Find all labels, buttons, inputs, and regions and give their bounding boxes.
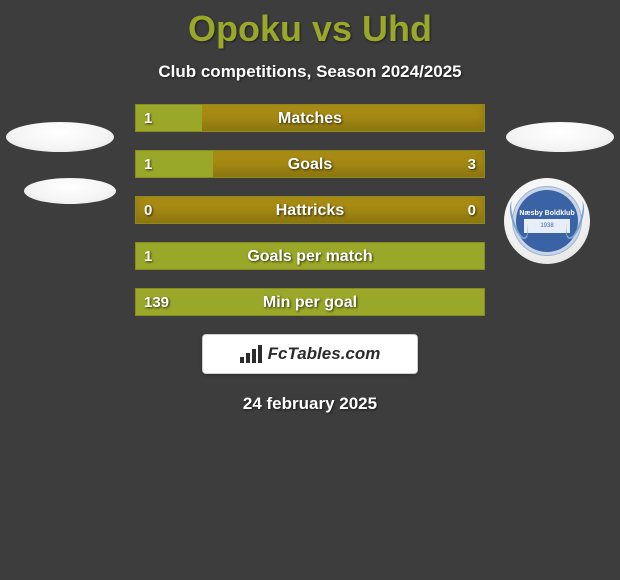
brand-text: FcTables.com xyxy=(268,344,381,364)
stat-bar: 13Goals xyxy=(135,150,485,178)
right-player-marker xyxy=(506,122,614,152)
date-line: 24 february 2025 xyxy=(0,394,620,414)
stat-bar-fill xyxy=(136,151,213,177)
stat-bar: 0 0Hattricks xyxy=(135,196,485,224)
club-name: Næsby Boldklub xyxy=(519,210,574,217)
stat-value-right: 0 xyxy=(460,197,484,223)
stat-bar-fill xyxy=(136,105,202,131)
stat-bar: 1Goals per match xyxy=(135,242,485,270)
stat-bar: 139Min per goal xyxy=(135,288,485,316)
brand-box[interactable]: FcTables.com xyxy=(202,334,418,374)
stat-label: Hattricks xyxy=(136,197,484,223)
stat-bar: 1Matches xyxy=(135,104,485,132)
left-player-marker-1 xyxy=(6,122,114,152)
subtitle: Club competitions, Season 2024/2025 xyxy=(0,62,620,82)
page-title: Opoku vs Uhd xyxy=(0,0,620,50)
stat-value-right: 3 xyxy=(460,151,484,177)
stat-value-left: 0 xyxy=(136,197,160,223)
stat-bar-fill xyxy=(136,243,484,269)
stat-bar-fill xyxy=(136,289,484,315)
left-player-marker-2 xyxy=(24,178,116,204)
stat-bars-container: 1Matches 13Goals 0 0Hattricks 1Goals per mat… xyxy=(135,104,485,316)
bar-chart-icon xyxy=(240,345,262,363)
club-year: 1938 xyxy=(524,219,570,233)
right-club-badge: Næsby Boldklub 1938 xyxy=(504,178,590,264)
